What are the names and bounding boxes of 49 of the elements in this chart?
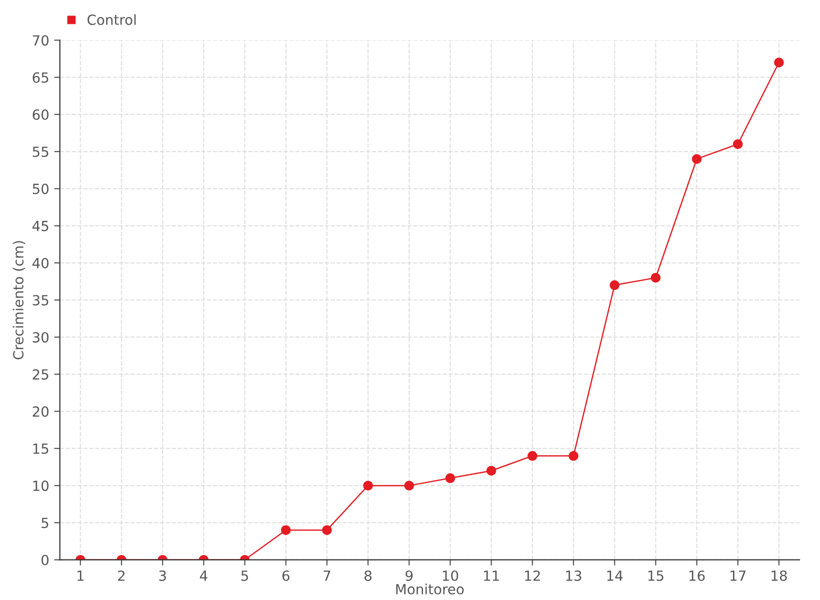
y-tick-label: 0 (42, 554, 49, 566)
x-tick-label: 4 (200, 570, 208, 581)
point (610, 280, 620, 290)
point (281, 525, 291, 535)
x-tick-label: 8 (364, 570, 372, 581)
y-tick-label: 40 (32, 258, 49, 268)
y-tick-label: 35 (32, 294, 48, 306)
y-tick-label: 70 (32, 35, 49, 46)
x-tick-label: 18 (772, 570, 787, 581)
y-tick-label: 45 (32, 220, 48, 232)
x-tick-label: 7 (324, 570, 330, 581)
y-tick-label: 20 (32, 406, 49, 417)
x-tick-label: 11 (484, 570, 499, 581)
x-tick-label: 10 (442, 570, 458, 581)
x-tick-label: 17 (730, 570, 746, 581)
x-tick-label: 2 (118, 570, 125, 581)
point (322, 525, 332, 535)
point (528, 451, 538, 461)
y-tick-label: 5 (42, 518, 48, 528)
point (486, 466, 496, 476)
y-tick-label: 15 (33, 444, 48, 454)
x-axis-title: Monitoreo (396, 584, 464, 594)
x-tick-label: 6 (282, 570, 290, 581)
x-tick-label: 5 (241, 570, 248, 581)
point (692, 154, 702, 164)
x-tick-label: 14 (607, 570, 623, 581)
y-axis-title: Crecimiento (cm) (12, 241, 26, 360)
x-tick-label: 1 (78, 570, 84, 581)
y-tick-label: 55 (32, 146, 48, 158)
point (774, 58, 784, 68)
y-tick-label: 30 (32, 332, 49, 343)
x-tick-label: 9 (406, 570, 413, 581)
point (445, 473, 456, 484)
y-tick-label: 50 (32, 184, 49, 194)
point (650, 272, 661, 283)
x-tick-label: 12 (525, 570, 540, 581)
y-tick-label: 10 (33, 480, 49, 492)
point (404, 480, 414, 490)
x-tick-label: 3 (159, 570, 166, 581)
y-tick-label: 60 (32, 109, 49, 120)
point (363, 480, 373, 490)
x-tick-label: 16 (689, 570, 705, 581)
legend-label: Control (88, 14, 136, 26)
point (733, 139, 743, 149)
x-tick-label: 15 (648, 570, 664, 581)
y-tick-label: 25 (32, 369, 48, 380)
point (568, 451, 578, 461)
y-tick-label: 65 (32, 72, 48, 83)
x-tick-label: 13 (566, 570, 582, 581)
